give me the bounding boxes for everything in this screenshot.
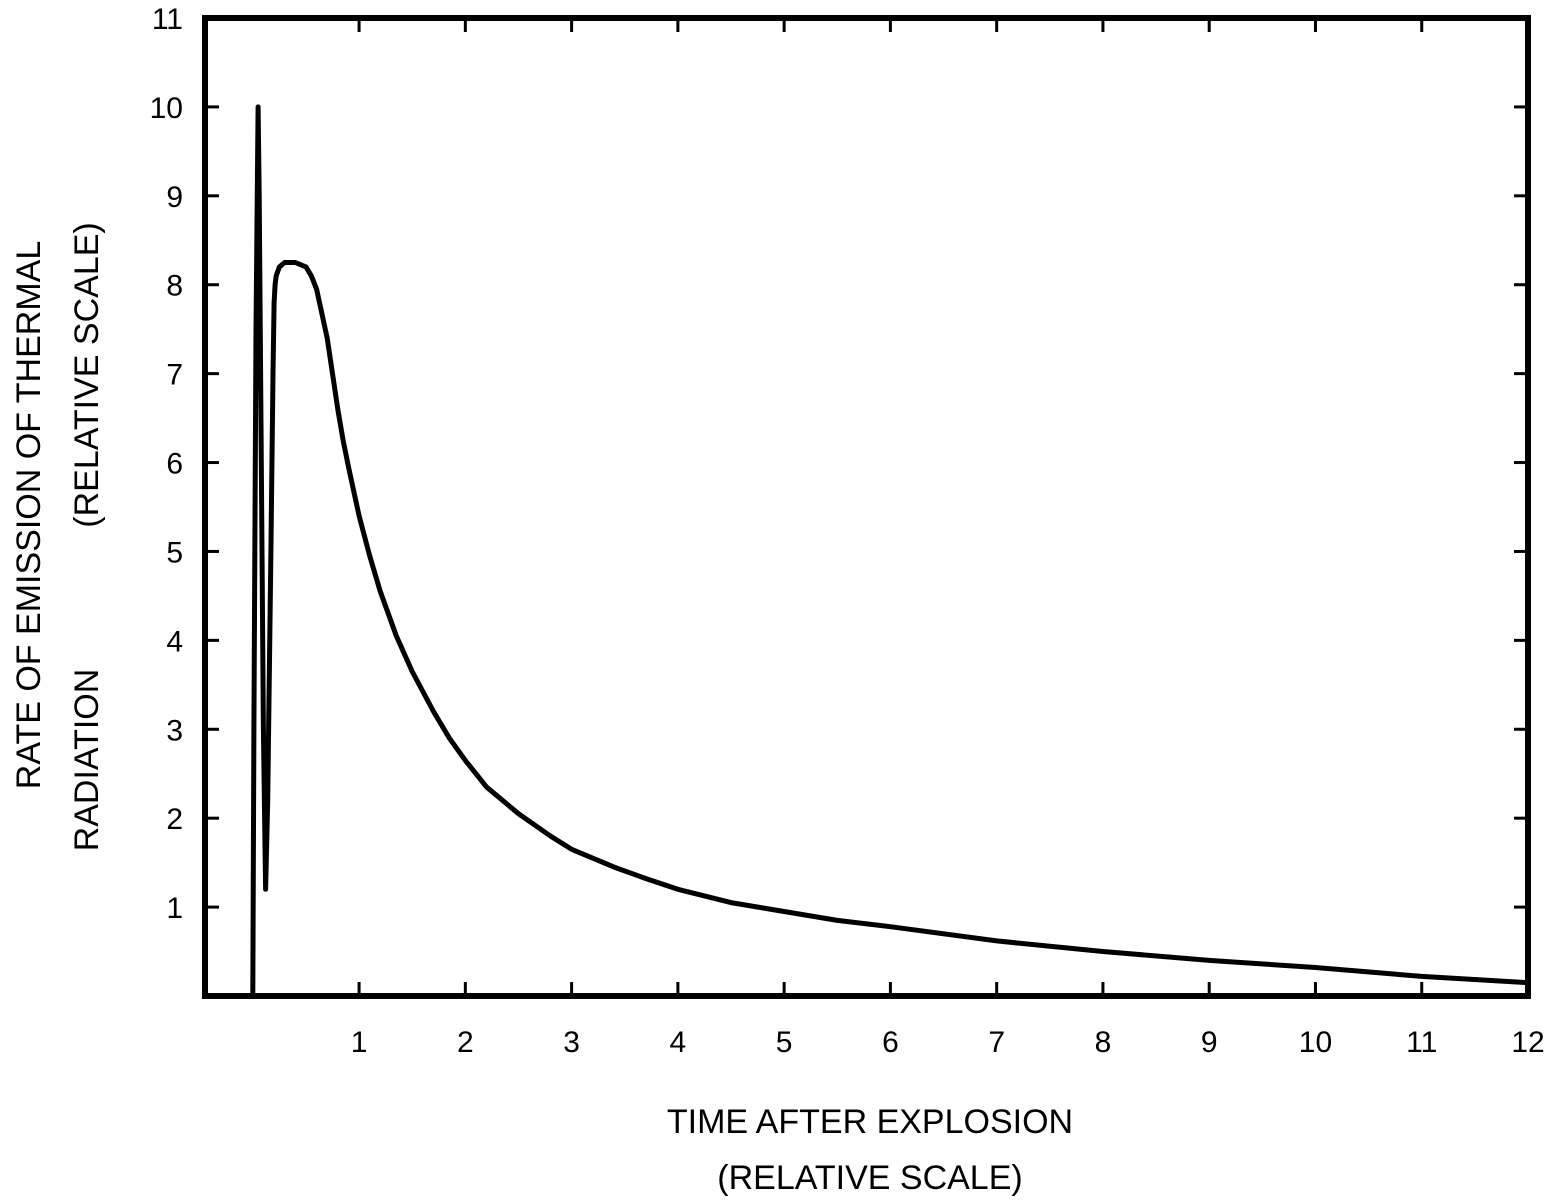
x-axis-ticks bbox=[357, 18, 1530, 996]
x-axis-title-line-1: TIME AFTER EXPLOSION bbox=[667, 1103, 1073, 1141]
x-tick-label: 6 bbox=[882, 1026, 899, 1059]
x-tick-label: 8 bbox=[1095, 1026, 1112, 1059]
x-tick-label: 4 bbox=[670, 1026, 687, 1059]
x-tick-label: 10 bbox=[1299, 1026, 1332, 1059]
x-tick-label: 3 bbox=[563, 1026, 580, 1059]
y-tick-label: 6 bbox=[166, 448, 183, 481]
y-axis-ticks bbox=[205, 16, 1528, 909]
y-tick-label: 11 bbox=[152, 3, 183, 36]
series-layer bbox=[250, 104, 1531, 999]
series-line bbox=[250, 104, 1531, 999]
x-axis-tick-labels: 1 2 3 4 5 6 7 8 9 10 11 12 bbox=[351, 1026, 1545, 1059]
y-tick-label: 7 bbox=[166, 359, 183, 392]
x-tick-label: 9 bbox=[1201, 1026, 1218, 1059]
y-tick-label: 10 bbox=[150, 92, 183, 125]
x-tick-label: 7 bbox=[988, 1026, 1005, 1059]
y-tick-label: 9 bbox=[166, 181, 183, 214]
y-axis-title-line-2: RADIATION bbox=[68, 669, 106, 852]
y-tick-label: 2 bbox=[166, 803, 183, 836]
x-tick-label: 12 bbox=[1511, 1026, 1544, 1059]
x-tick-label: 1 bbox=[351, 1026, 368, 1059]
x-tick-label: 11 bbox=[1406, 1026, 1437, 1059]
y-tick-label: 4 bbox=[166, 625, 183, 658]
plot-frame bbox=[202, 15, 1531, 999]
x-tick-label: 2 bbox=[457, 1026, 474, 1059]
y-tick-label: 5 bbox=[166, 536, 183, 569]
y-axis-title-line-3: (RELATIVE SCALE) bbox=[68, 222, 106, 527]
y-axis-title-line-1: RATE OF EMISSION OF THERMAL bbox=[10, 241, 48, 789]
x-tick-label: 5 bbox=[776, 1026, 793, 1059]
y-tick-label: 3 bbox=[166, 714, 183, 747]
y-tick-label: 8 bbox=[166, 270, 183, 303]
x-axis-title-line-2: (RELATIVE SCALE) bbox=[717, 1159, 1022, 1197]
y-tick-label: 1 bbox=[166, 892, 183, 925]
y-axis-tick-labels: 1 2 3 4 5 6 7 8 9 10 11 bbox=[150, 3, 183, 925]
